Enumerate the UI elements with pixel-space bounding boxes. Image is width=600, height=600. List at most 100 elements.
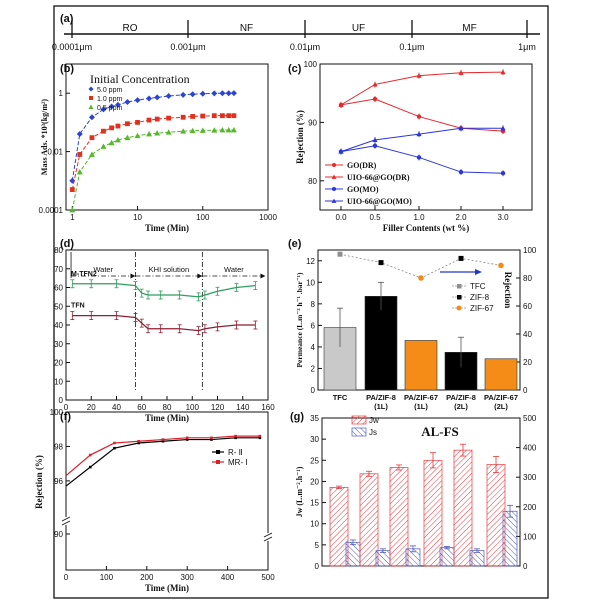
x-tick-label: 80	[163, 403, 172, 412]
x-tick-label: 2.0	[455, 213, 467, 222]
data-point	[154, 130, 161, 136]
x-tick-label: 1.0	[413, 213, 425, 222]
data-point	[234, 434, 237, 438]
legend-marker	[216, 460, 220, 464]
legend-label: MR- Ⅰ	[228, 458, 248, 467]
y2-tick-label: 20	[523, 358, 532, 367]
bar-jw	[359, 473, 379, 567]
legend-label: 5.0 ppm	[97, 87, 122, 94]
bar-jw	[486, 464, 506, 567]
panel-label: (c)	[288, 63, 302, 75]
legend-label: ZIF-8	[470, 293, 490, 302]
legend-marker	[457, 295, 462, 300]
data-point	[154, 94, 161, 101]
y2-tick-label: 40	[523, 330, 532, 339]
series-line-M-TFN2	[72, 283, 256, 298]
data-point	[146, 95, 153, 102]
data-point	[500, 69, 506, 75]
y-tick-label: 70	[54, 265, 63, 274]
data-point	[230, 90, 237, 97]
y-tick-label: 0	[311, 386, 316, 395]
legend-label: R- Ⅱ	[228, 448, 243, 457]
scale-tick-label: 0.0001μm	[52, 42, 92, 52]
scale-tick-label: 0.001μm	[170, 42, 205, 52]
legend-marker	[89, 96, 93, 100]
bar-js	[469, 550, 485, 567]
data-point	[134, 132, 141, 139]
phase-label: Water	[224, 265, 244, 274]
phase-label: Water	[93, 265, 113, 274]
legend-marker	[331, 174, 337, 179]
data-point	[225, 126, 232, 133]
y-axis-label: Rejection (%)	[34, 455, 44, 509]
x-axis-label: Time (Min)	[145, 583, 189, 593]
y-tick-label: 0	[315, 562, 320, 571]
data-point	[134, 97, 141, 104]
data-point	[500, 170, 506, 176]
data-point	[219, 90, 226, 97]
data-point	[108, 103, 115, 110]
x-category-sub: (2L)	[494, 402, 508, 411]
data-point	[165, 129, 172, 135]
x-tick-label: 60	[137, 403, 146, 412]
axis-break-mask	[63, 517, 69, 525]
x-category-sub: (1L)	[374, 402, 388, 411]
data-point	[115, 123, 121, 129]
data-point	[113, 441, 116, 445]
x-tick-label: 0.0	[335, 213, 347, 222]
y2-tick-label: 60	[523, 302, 532, 311]
legend-label: ZIF-67	[470, 304, 494, 313]
legend-marker	[331, 186, 337, 192]
y-tick-label: 30	[54, 340, 63, 349]
series-line-1.0 ppm	[71, 115, 234, 190]
series-line-GO(DR)	[340, 98, 504, 132]
y-axis-label: Jw (L.m⁻².h⁻¹)	[295, 466, 304, 517]
legend-swatch	[351, 427, 367, 437]
rejection-point	[337, 251, 343, 257]
y-axis-label: Permeance (L.m⁻² h⁻¹ .bar⁻¹)	[295, 272, 304, 368]
data-point	[338, 149, 344, 154]
data-point	[135, 120, 140, 125]
y-tick-label: 12	[306, 257, 315, 266]
legend-label: Js	[369, 428, 377, 437]
data-point	[77, 152, 83, 157]
y-tick-label: 2	[311, 364, 316, 373]
data-point	[154, 116, 160, 122]
bar-js	[439, 547, 455, 567]
data-point	[199, 127, 206, 133]
legend-swatch	[351, 415, 367, 425]
scale-tick-label: 0.1μm	[399, 42, 424, 52]
y-tick-label: 90	[308, 118, 317, 127]
x-tick-label: 400	[221, 573, 235, 582]
data-point	[114, 101, 121, 108]
series-label: M-TFN2	[71, 271, 97, 278]
data-point	[161, 438, 165, 441]
y-tick-label: 10	[310, 520, 319, 529]
data-point	[458, 125, 464, 131]
legend-label: GO(MO)	[347, 185, 379, 194]
data-point	[338, 102, 344, 107]
rejection-point	[418, 275, 424, 281]
axis-break	[263, 536, 273, 542]
x-tick-label: 20	[87, 403, 96, 412]
axis-break	[263, 532, 273, 538]
y-tick-label: 40	[54, 321, 63, 330]
legend-marker	[456, 305, 462, 311]
data-point	[180, 114, 186, 120]
plot-frame-g	[321, 417, 521, 567]
y-tick-label: 100	[304, 60, 318, 69]
data-point	[189, 127, 196, 134]
bar	[364, 296, 398, 391]
data-point	[258, 434, 262, 438]
data-point	[372, 81, 378, 87]
scale-segment-label: NF	[240, 23, 253, 34]
legend-label: GO(DR)	[347, 161, 377, 170]
rejection-point	[378, 260, 384, 266]
y-axis-label: Rejection (%)	[295, 110, 305, 164]
data-point	[190, 114, 196, 119]
y-tick-label: 0	[59, 396, 64, 405]
scale-segment-label: UF	[352, 23, 365, 34]
data-point	[372, 143, 378, 148]
rejection-line	[339, 253, 502, 279]
y-tick-label: 96	[54, 477, 63, 486]
